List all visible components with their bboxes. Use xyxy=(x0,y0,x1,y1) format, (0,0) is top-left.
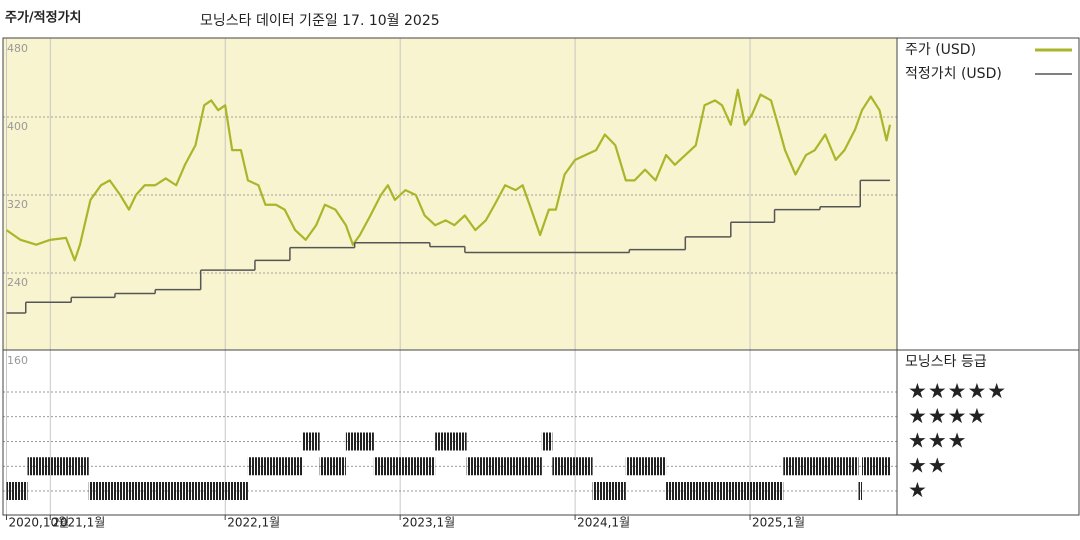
y-tick-label: 480 xyxy=(7,42,28,55)
rating-bar xyxy=(466,457,542,476)
legend-label: 적정가치 (USD) xyxy=(905,66,1002,82)
rating-bar xyxy=(783,457,859,476)
x-tick-label: 2023,1월 xyxy=(402,516,455,530)
rating-bar xyxy=(373,457,436,476)
rating-label: ★★★★★ xyxy=(908,379,1007,403)
x-tick-label: 2024,1월 xyxy=(577,516,630,530)
rating-bar xyxy=(27,457,89,476)
rating-bar xyxy=(666,482,784,500)
chart-title: 주가/적정가치 xyxy=(5,10,82,26)
chart-subtitle: 모닝스타 데이터 기준일 17. 10월 2025 xyxy=(200,13,440,29)
rating-bar xyxy=(345,432,374,451)
rating-bar xyxy=(552,457,593,476)
legend-label: 주가 (USD) xyxy=(905,42,976,58)
x-tick-label: 2022,1월 xyxy=(227,516,280,530)
rating-bar xyxy=(541,432,553,451)
price-line xyxy=(5,88,892,262)
rating-label: ★ xyxy=(908,478,928,502)
rating-bar xyxy=(625,457,667,476)
price-panel-bg xyxy=(3,38,897,350)
frame xyxy=(2,37,1080,516)
y-tick-label: 240 xyxy=(7,276,28,289)
rating-bar xyxy=(6,482,28,500)
fair-value-riser xyxy=(24,180,862,313)
x-tick-label: 2025,1월 xyxy=(752,516,805,530)
legend: 모닝스타 등급★★★★★★★★★★★★★★★주가 (USD)적정가치 (USD) xyxy=(905,42,1072,502)
rating-bar xyxy=(302,432,320,451)
rating-bar xyxy=(592,482,626,500)
rating-label: ★★★★ xyxy=(908,404,987,428)
rating-label: ★★★ xyxy=(908,429,967,453)
y-tick-label: 160 xyxy=(7,354,28,367)
y-tick-label: 400 xyxy=(7,120,28,133)
rating-bar xyxy=(862,457,891,476)
rating-bar xyxy=(435,432,467,451)
x-tick-label: 2021,1월 xyxy=(52,516,105,530)
y-tick-label: 320 xyxy=(7,198,28,211)
x-tick-label: 2020,10월 xyxy=(8,516,69,530)
rating-title: 모닝스타 등급 xyxy=(905,354,987,370)
rating-bar xyxy=(247,457,303,476)
rating-bar xyxy=(319,457,346,476)
rating-label: ★★ xyxy=(908,453,948,477)
rating-bar xyxy=(858,482,863,500)
rating-bar xyxy=(88,482,248,500)
plot xyxy=(5,88,892,500)
